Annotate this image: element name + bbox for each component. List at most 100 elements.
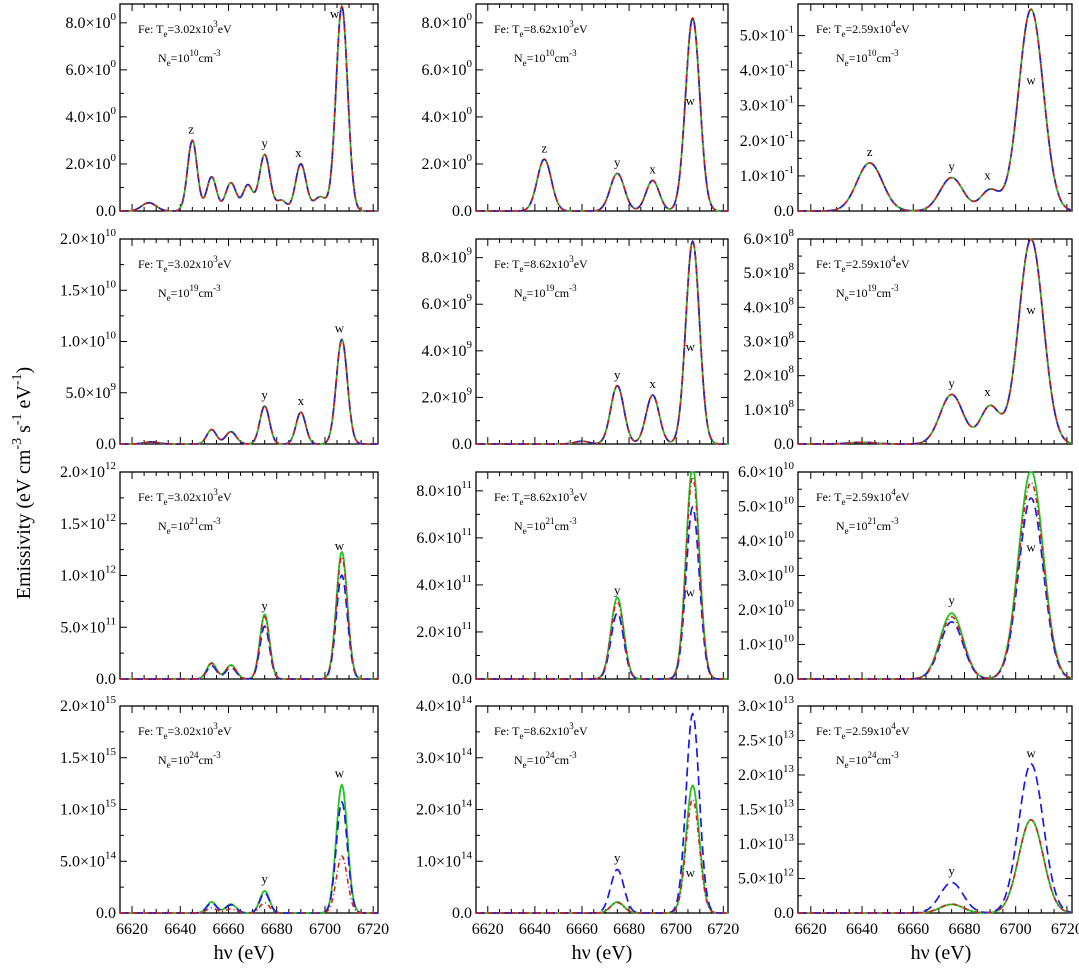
- temperature-annotation: Fe: Te=3.02x103eV: [138, 721, 232, 741]
- y-tick-label: 8.0×1011: [416, 479, 472, 500]
- x-tick-label: 6680: [261, 921, 293, 938]
- y-tick-label: 5.0×109: [65, 381, 116, 402]
- x-tick-label: 6720: [357, 921, 389, 938]
- series-line-red: [476, 475, 728, 680]
- density-annotation: Ne=1010cm-3: [158, 48, 221, 68]
- y-tick-label: 0.0: [452, 671, 472, 688]
- y-tick-label: 1.0×1015: [60, 798, 117, 819]
- line-label-y: y: [948, 375, 955, 390]
- series-line-red: [476, 16, 728, 212]
- density-annotation: Ne=1021cm-3: [836, 516, 899, 536]
- y-tick-label: 0.0: [96, 671, 116, 688]
- y-tick-label: 8.0×100: [421, 11, 472, 32]
- line-label-w: w: [1026, 73, 1036, 88]
- y-tick-label: 0.0: [452, 203, 472, 220]
- line-label-y: y: [614, 582, 621, 597]
- y-tick-label: 1.5×1012: [60, 512, 116, 533]
- panel-r1-c1: 0.0 2.0×109 4.0×109 6.0×109 8.0×109 Fe: Te=8.…: [421, 238, 729, 453]
- x-tick-label: 6660: [566, 921, 598, 938]
- series-line-red: [798, 481, 1073, 680]
- temperature-annotation: Fe: Te=2.59x104eV: [816, 487, 910, 507]
- plot-frame: [475, 471, 729, 680]
- y-tick-label: 5.0×10-1: [740, 24, 794, 45]
- density-annotation: Ne=1021cm-3: [158, 516, 221, 536]
- y-axis-label: Emissivity (eV cm-3 s-1 eV-1): [10, 367, 35, 599]
- y-tick-label: 4.0×10-1: [740, 59, 794, 80]
- y-tick-label: 4.0×100: [421, 105, 472, 126]
- y-tick-label: 3.0×108: [743, 330, 794, 351]
- x-tick-label: 6660: [897, 921, 929, 938]
- line-label-y: y: [948, 593, 955, 608]
- y-tick-label: 5.0×1010: [738, 495, 795, 516]
- y-tick-label: 5.0×1011: [60, 615, 116, 636]
- series-line-red: [120, 4, 378, 212]
- x-axis-label-col-2: hν (eV): [911, 942, 972, 964]
- density-annotation: Ne=1019cm-3: [836, 283, 899, 303]
- y-tick-label: 0.0: [96, 436, 116, 453]
- y-tick-label: 3.0×1013: [738, 694, 795, 715]
- series-line-blue: [120, 573, 378, 680]
- y-tick-label: 2.0×1012: [60, 460, 116, 481]
- x-tick-label: 6700: [309, 921, 341, 938]
- x-tick-label: 6640: [164, 921, 196, 938]
- series-line-blue: [476, 239, 728, 445]
- x-tick-label: 6640: [519, 921, 551, 938]
- series-line-green: [476, 16, 728, 212]
- y-tick-label: 2.0×1014: [416, 798, 473, 819]
- series-line-green: [798, 818, 1073, 914]
- y-tick-label: 1.0×108: [743, 398, 794, 419]
- density-annotation: Ne=1024cm-3: [158, 750, 221, 770]
- temperature-annotation: Fe: Te=8.62x103eV: [494, 19, 588, 39]
- y-tick-label: 0.0: [452, 905, 472, 922]
- y-tick-label: 8.0×100: [65, 11, 116, 32]
- line-label-x: x: [649, 376, 656, 391]
- y-tick-label: 2.5×1013: [738, 729, 795, 750]
- panel-r2-c1: 0.0 2.0×1011 4.0×1011 6.0×1011 8.0×1011 Fe: T…: [416, 471, 729, 688]
- panel-r1-c2: 0.0 1.0×108 2.0×108 3.0×108 4.0×108 5.0×108 6.…: [743, 227, 1073, 453]
- y-tick-label: 5.0×1014: [60, 849, 117, 870]
- y-tick-label: 0.0: [96, 203, 116, 220]
- y-tick-label: 2.0×1015: [60, 694, 117, 715]
- x-tick-label: 6660: [213, 921, 245, 938]
- y-tick-label: 5.0×108: [743, 261, 794, 282]
- y-tick-label: 4.0×100: [65, 105, 116, 126]
- panel-r2-c0: 0.0 5.0×1011 1.0×1012 1.5×1012 2.0×1012 Fe: T…: [60, 460, 379, 688]
- density-annotation: Ne=1024cm-3: [514, 750, 577, 770]
- y-tick-label: 6.0×108: [743, 227, 794, 248]
- y-tick-label: 4.0×108: [743, 295, 794, 316]
- series-line-red: [476, 240, 728, 445]
- y-tick-label: 1.5×1015: [60, 746, 117, 767]
- plot-frame: [119, 3, 379, 212]
- series-line-red: [476, 798, 728, 914]
- x-tick-label: 6680: [613, 921, 645, 938]
- density-annotation: Ne=1021cm-3: [514, 516, 577, 536]
- line-label-w: w: [686, 339, 696, 354]
- y-tick-label: 1.0×1013: [738, 832, 795, 853]
- y-tick-label: 3.0×10-1: [740, 94, 794, 115]
- series-line-blue: [476, 712, 728, 914]
- y-tick-label: 3.0×1014: [416, 746, 473, 767]
- y-tick-label: 6.0×100: [421, 58, 472, 79]
- y-tick-label: 0.0: [774, 436, 794, 453]
- x-tick-label: 6700: [1000, 921, 1032, 938]
- line-label-w: w: [686, 585, 696, 600]
- y-tick-label: 4.0×109: [421, 339, 472, 360]
- line-label-y: y: [614, 850, 621, 865]
- y-tick-label: 5.0×1012: [738, 867, 794, 888]
- series-line-blue: [120, 800, 378, 914]
- temperature-annotation: Fe: Te=2.59x104eV: [816, 254, 910, 274]
- line-label-w: w: [335, 538, 345, 553]
- y-tick-label: 0.0: [96, 905, 116, 922]
- line-label-w: w: [1026, 302, 1036, 317]
- line-label-x: x: [984, 167, 991, 182]
- series-line-red: [798, 238, 1073, 445]
- y-tick-label: 1.0×1012: [60, 564, 116, 585]
- series-line-red: [798, 819, 1073, 914]
- x-tick-label: 6720: [1051, 921, 1079, 938]
- line-label-y: y: [948, 159, 955, 174]
- series-line-red: [120, 855, 378, 914]
- x-tick-label: 6620: [472, 921, 504, 938]
- series-line-blue: [798, 8, 1073, 212]
- line-label-w: w: [686, 93, 696, 108]
- x-tick-label: 6620: [795, 921, 827, 938]
